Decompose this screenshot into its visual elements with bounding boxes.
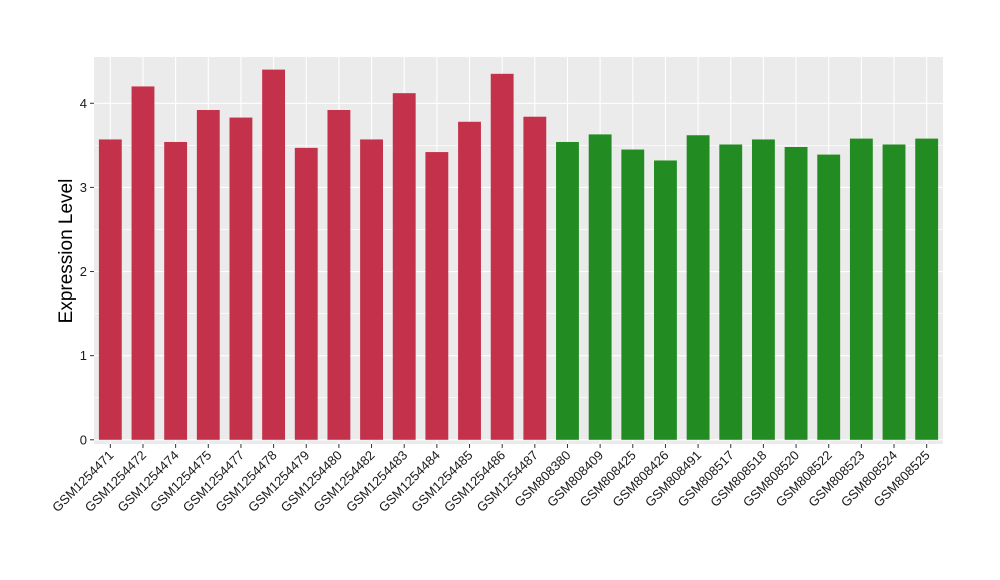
bar-GSM1254478 <box>262 69 286 440</box>
bar-GSM1254479 <box>294 147 318 440</box>
bar-GSM808426 <box>654 160 677 440</box>
bar-GSM1254487 <box>523 116 547 440</box>
y-tick-label: 1 <box>80 348 87 363</box>
bar-GSM808409 <box>588 134 612 440</box>
y-tick-label: 4 <box>80 96 87 111</box>
x-axis-ticks: GSM1254471GSM1254472GSM1254474GSM1254475… <box>49 444 933 515</box>
bar-GSM1254474 <box>164 141 188 440</box>
bar-GSM808518 <box>751 139 775 440</box>
y-tick-label: 0 <box>80 432 87 447</box>
y-tick-label: 3 <box>80 180 87 195</box>
y-axis-title: Expression Level <box>56 179 77 324</box>
bar-GSM808525 <box>915 138 939 440</box>
bar-GSM1254484 <box>425 152 449 440</box>
bar-GSM808522 <box>817 154 841 440</box>
bar-GSM1254477 <box>229 117 253 440</box>
bar-GSM808491 <box>686 135 710 440</box>
bar-GSM808517 <box>719 144 743 440</box>
bar-GSM1254480 <box>327 110 351 440</box>
bar-GSM1254471 <box>98 139 122 440</box>
bar-GSM1254483 <box>392 93 416 440</box>
y-axis-ticks: 0 1 2 3 4 <box>80 96 94 447</box>
bars <box>98 69 939 440</box>
bar-GSM1254475 <box>196 110 220 440</box>
bar-GSM1254482 <box>360 139 383 440</box>
y-tick-label: 2 <box>80 264 87 279</box>
bar-GSM808380 <box>556 141 579 440</box>
bar-GSM1254485 <box>458 121 481 440</box>
bar-GSM1254472 <box>131 86 155 440</box>
bar-GSM808520 <box>784 147 808 440</box>
bar-GSM808425 <box>621 149 645 440</box>
bar-GSM1254486 <box>490 73 514 440</box>
bar-GSM808524 <box>882 144 906 440</box>
bar-GSM808523 <box>849 138 873 440</box>
plot-panel <box>94 57 943 444</box>
